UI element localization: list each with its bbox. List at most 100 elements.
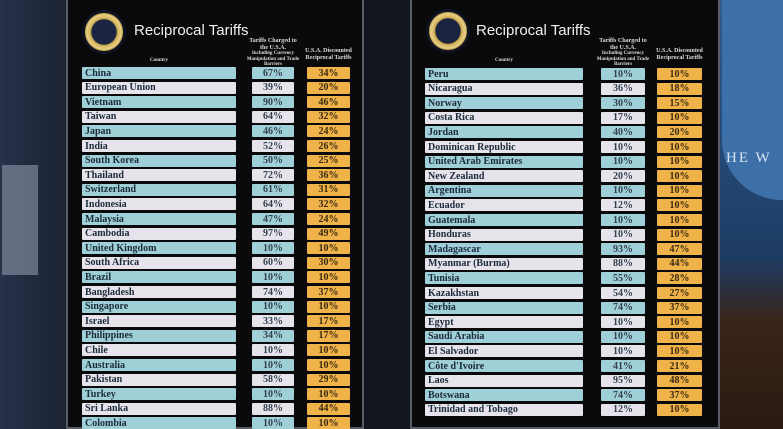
charged-cell: 33%: [252, 315, 294, 328]
country-cell: Cambodia: [82, 227, 236, 240]
discounted-cell: 49%: [307, 227, 350, 240]
charged-cell: 10%: [252, 242, 294, 255]
presidential-seal-icon: [82, 10, 126, 54]
charged-cell: 10%: [601, 141, 645, 153]
country-cell: New Zealand: [425, 170, 583, 183]
discounted-cell: 32%: [307, 198, 350, 211]
discounted-cell: 10%: [657, 214, 702, 226]
discounted-cell: 10%: [657, 199, 702, 212]
charged-cell: 60%: [252, 256, 294, 269]
country-cell: China: [82, 67, 236, 79]
discounted-cell: 10%: [657, 403, 702, 416]
charged-cell: 20%: [601, 170, 645, 183]
discounted-cell: 10%: [657, 68, 702, 80]
country-cell: Argentina: [425, 184, 583, 197]
discounted-cell: 10%: [657, 345, 702, 358]
discounted-cell: 17%: [307, 329, 350, 342]
charged-cell: 61%: [252, 183, 294, 196]
country-cell: Tunisia: [425, 272, 583, 285]
discounted-cell: 25%: [307, 154, 350, 167]
country-cell: Serbia: [425, 301, 583, 314]
discounted-cell: 10%: [307, 242, 350, 255]
country-cell: South Korea: [82, 154, 236, 167]
discounted-cell: 26%: [307, 140, 350, 152]
charged-cell: 10%: [252, 344, 294, 357]
country-cell: Philippines: [82, 329, 236, 342]
country-cell: Costa Rica: [425, 111, 583, 124]
charged-cell: 74%: [601, 389, 645, 402]
country-cell: Laos: [425, 374, 583, 387]
wall-notice: [2, 165, 38, 275]
country-cell: Pakistan: [82, 373, 236, 386]
country-cell: Côte d'Ivoire: [425, 360, 583, 372]
charged-cell: 58%: [252, 373, 294, 386]
discounted-cell: 17%: [307, 315, 350, 328]
charged-cell: 74%: [601, 301, 645, 314]
discounted-cell: 34%: [307, 67, 350, 79]
gap-background: [362, 0, 414, 429]
charged-cell: 52%: [252, 140, 294, 152]
country-cell: Switzerland: [82, 183, 236, 196]
discounted-cell: 18%: [657, 82, 702, 95]
presidential-seal-icon: [426, 9, 470, 53]
country-cell: Norway: [425, 97, 583, 110]
country-cell: Turkey: [82, 388, 236, 401]
country-cell: Egypt: [425, 316, 583, 329]
discounted-cell: 20%: [307, 81, 350, 94]
discounted-cell: 10%: [307, 359, 350, 371]
charged-cell: 10%: [601, 184, 645, 197]
country-cell: European Union: [82, 81, 236, 94]
charged-cell: 36%: [601, 82, 645, 95]
discounted-cell: 24%: [307, 213, 350, 225]
country-cell: Chile: [82, 344, 236, 357]
board-title: Reciprocal Tariffs: [476, 22, 591, 39]
country-cell: Madagascar: [425, 243, 583, 256]
charged-cell: 46%: [252, 125, 294, 138]
discounted-cell: 10%: [307, 417, 350, 429]
country-cell: Singapore: [82, 300, 236, 313]
country-cell: Taiwan: [82, 110, 236, 123]
discounted-cell: 10%: [657, 155, 702, 168]
discounted-cell: 10%: [307, 300, 350, 313]
charged-cell: 10%: [252, 300, 294, 313]
country-cell: Peru: [425, 68, 583, 80]
charged-cell: 55%: [601, 272, 645, 285]
country-cell: Vietnam: [82, 96, 236, 109]
charged-cell: 12%: [601, 199, 645, 212]
country-cell: Nicaragua: [425, 82, 583, 95]
country-cell: Brazil: [82, 271, 236, 284]
charged-cell: 64%: [252, 110, 294, 123]
charged-cell: 93%: [601, 243, 645, 256]
charged-cell: 10%: [601, 228, 645, 241]
charged-cell: 10%: [601, 330, 645, 343]
discounted-cell: 48%: [657, 374, 702, 387]
discounted-cell: 10%: [657, 111, 702, 124]
discounted-cell: 15%: [657, 97, 702, 110]
country-cell: United Kingdom: [82, 242, 236, 255]
country-cell: Japan: [82, 125, 236, 138]
charged-cell: 10%: [252, 271, 294, 284]
country-cell: Trinidad and Tobago: [425, 403, 583, 416]
country-cell: Guatemala: [425, 214, 583, 226]
country-header: Country: [149, 58, 169, 63]
country-cell: Israel: [82, 315, 236, 328]
country-cell: Australia: [82, 359, 236, 371]
country-cell: Saudi Arabia: [425, 330, 583, 343]
discounted-cell: 32%: [307, 110, 350, 123]
charged-cell: 54%: [601, 287, 645, 299]
discounted-cell: 37%: [307, 286, 350, 298]
charged-cell: 67%: [252, 67, 294, 79]
discounted-cell: 28%: [657, 272, 702, 285]
charged-cell: 39%: [252, 81, 294, 94]
discounted-cell: 46%: [307, 96, 350, 109]
country-cell: Botswana: [425, 389, 583, 402]
discounted-header-title: U.S.A. Discounted Reciprocal Tariffs: [305, 48, 352, 61]
charged-cell: 40%: [601, 126, 645, 139]
country-cell: Honduras: [425, 228, 583, 241]
charged-header: Tariffs Charged to the U.S.A. Including C…: [246, 38, 300, 68]
country-cell: Myanmar (Burma): [425, 257, 583, 270]
country-header: Country: [494, 58, 514, 63]
discounted-cell: 10%: [657, 330, 702, 343]
country-cell: Thailand: [82, 169, 236, 182]
charged-cell: 10%: [252, 359, 294, 371]
